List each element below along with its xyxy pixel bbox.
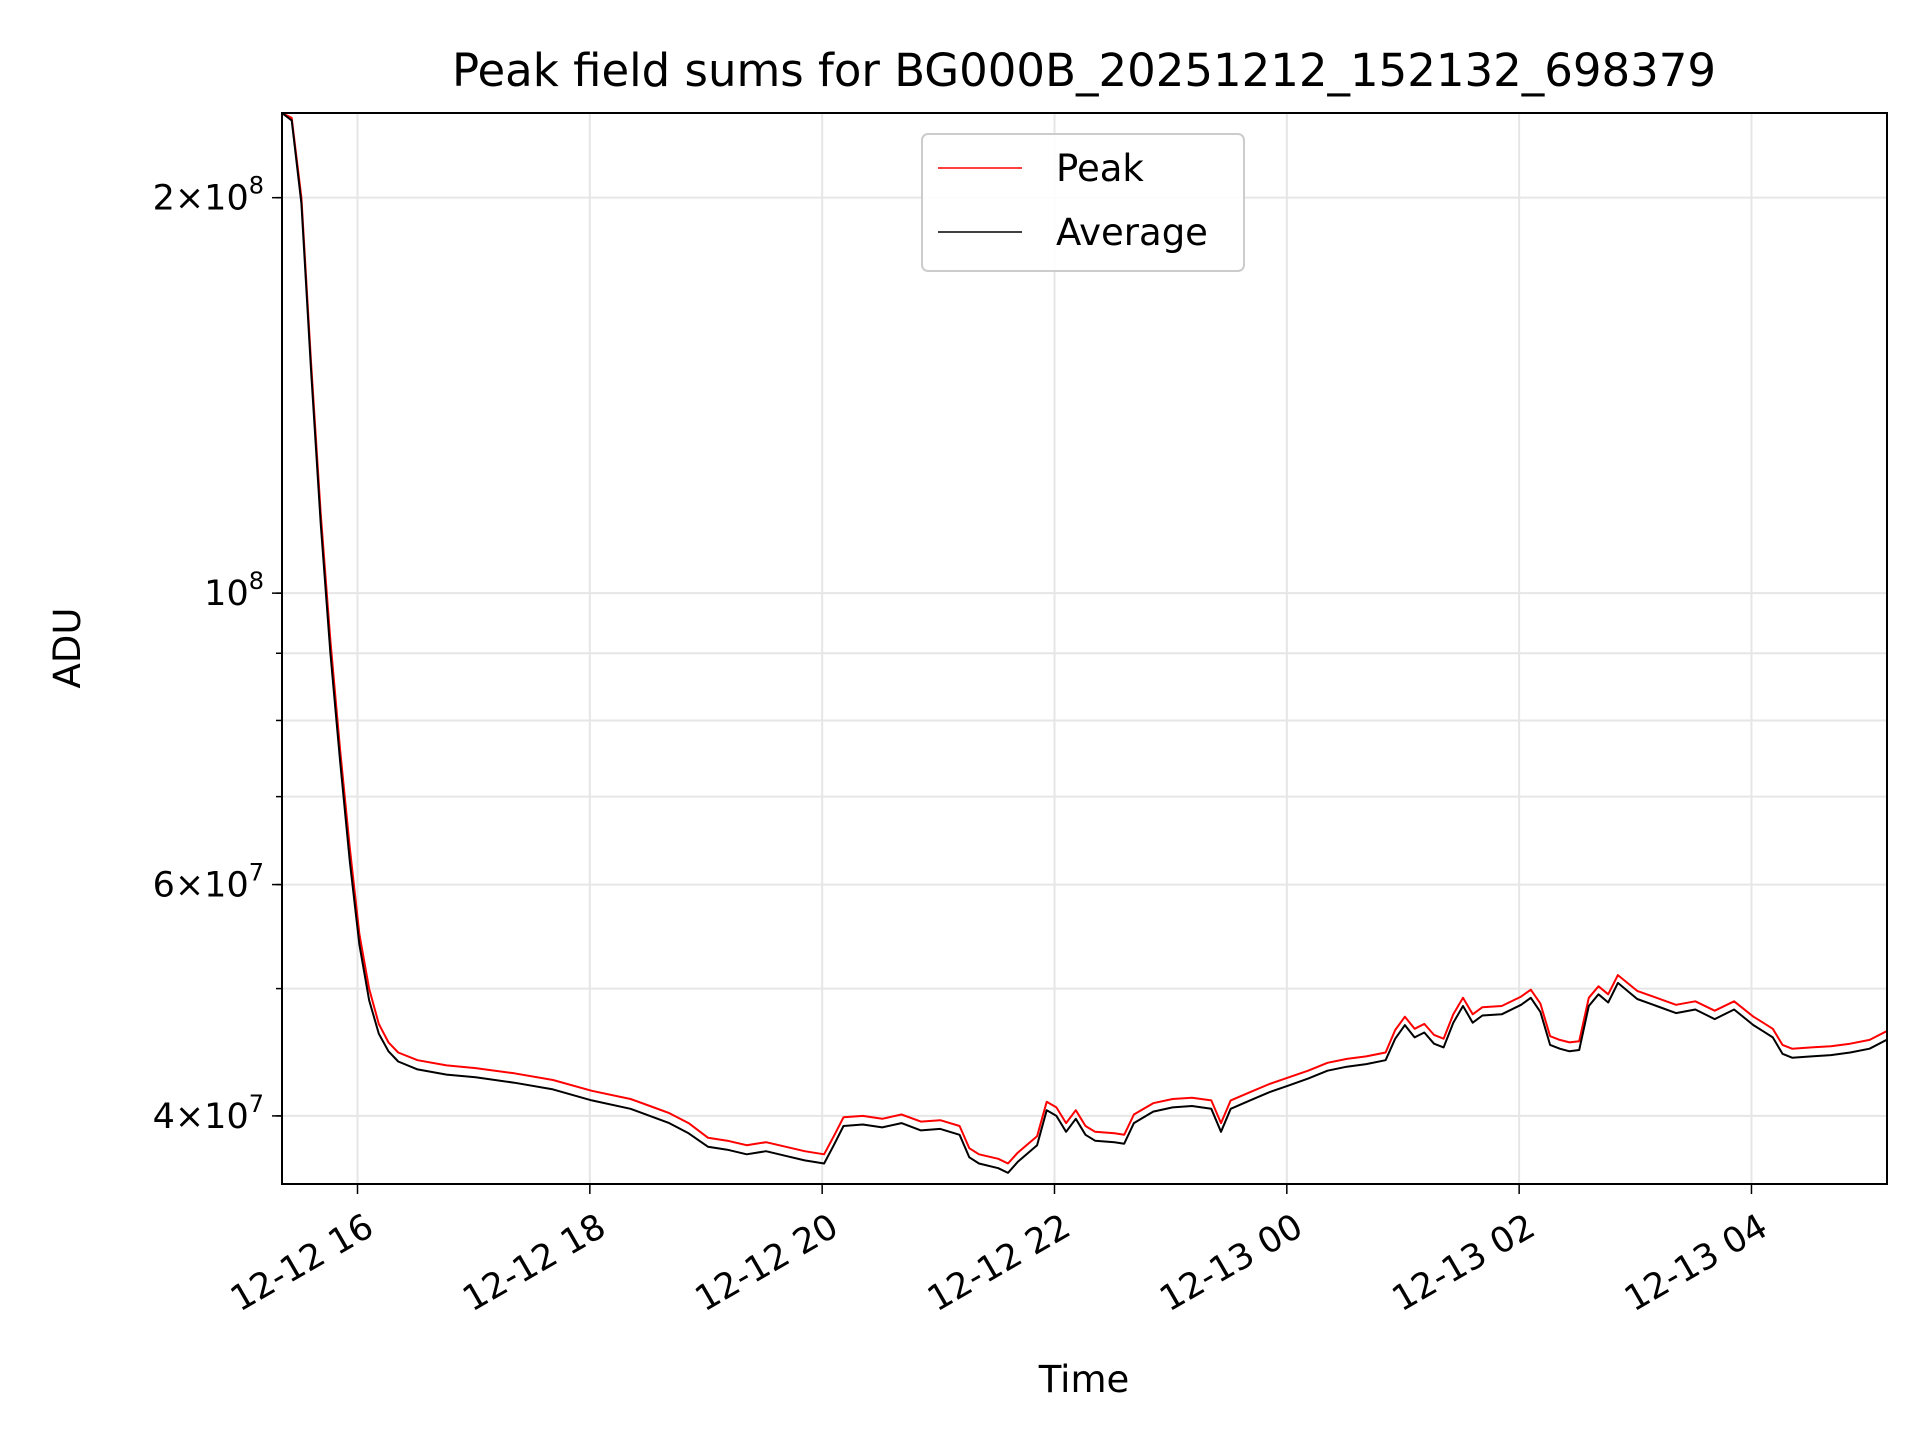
chart-title: Peak field sums for BG000B_20251212_1521…: [452, 44, 1716, 97]
legend: Peak Average: [921, 133, 1245, 272]
y-axis-ticks: 4×107 6×107 108 2×108: [153, 172, 282, 1137]
y-tick-label: 108: [204, 567, 264, 614]
series-line-average: [282, 113, 1887, 1174]
x-axis-label: Time: [1038, 1358, 1130, 1401]
legend-label-peak: Peak: [1056, 147, 1144, 190]
plot-frame: [281, 112, 1888, 1185]
series-layer: [282, 113, 1887, 1174]
grid-layer: [282, 113, 1887, 1184]
y-tick-label: 2×108: [153, 172, 264, 219]
y-tick-label: 6×107: [153, 859, 264, 906]
y-axis-label: ADU: [46, 608, 89, 689]
y-tick-label: 4×107: [153, 1090, 264, 1137]
legend-label-average: Average: [1056, 211, 1208, 254]
series-line-peak: [282, 113, 1887, 1165]
